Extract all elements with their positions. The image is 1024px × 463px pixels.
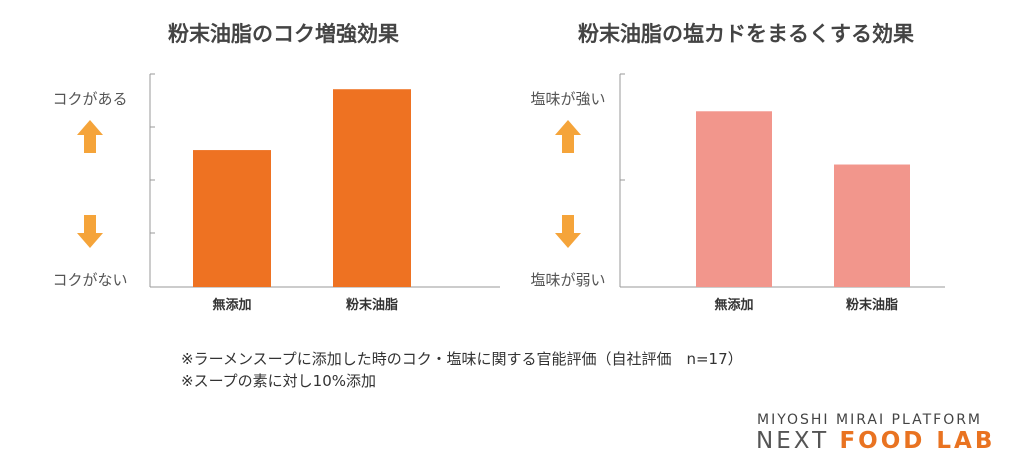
brand-logo: NEXT FOOD LAB: [756, 428, 995, 454]
right-category-label: 無添加: [714, 297, 753, 313]
left-bar-powdered-oil: [333, 89, 411, 287]
left-y-top-label: コクがある: [52, 90, 127, 108]
left-bar-control: [193, 150, 271, 287]
right-chart-title: 粉末油脂の塩カドをまるくする効果: [578, 22, 914, 46]
arrow-up-icon: [77, 120, 103, 153]
arrow-down-icon: [555, 215, 581, 248]
left-chart-title: 粉末油脂のコク増強効果: [168, 22, 399, 46]
footnote-dosage: ※スープの素に対し10%添加: [181, 372, 377, 390]
left-y-bottom-label: コクがない: [52, 271, 127, 289]
footnote-method: ※ラーメンスープに添加した時のコク・塩味に関する官能評価（自社評価 n=17）: [181, 350, 743, 368]
left-category-label: 粉末油脂: [346, 297, 398, 313]
right-y-top-label: 塩味が強い: [530, 90, 605, 108]
arrow-down-icon: [77, 215, 103, 248]
left-category-label: 無添加: [212, 297, 251, 313]
right-bar-powdered-oil: [834, 164, 910, 287]
right-y-bottom-label: 塩味が弱い: [530, 271, 605, 289]
arrow-up-icon: [555, 120, 581, 153]
brand-platform-name: MIYOSHI MIRAI PLATFORM: [757, 412, 983, 428]
brand-next: NEXT: [756, 428, 840, 454]
right-category-label: 粉末油脂: [846, 297, 898, 313]
right-bar-control: [696, 111, 772, 288]
brand-food-lab: FOOD LAB: [839, 428, 996, 454]
